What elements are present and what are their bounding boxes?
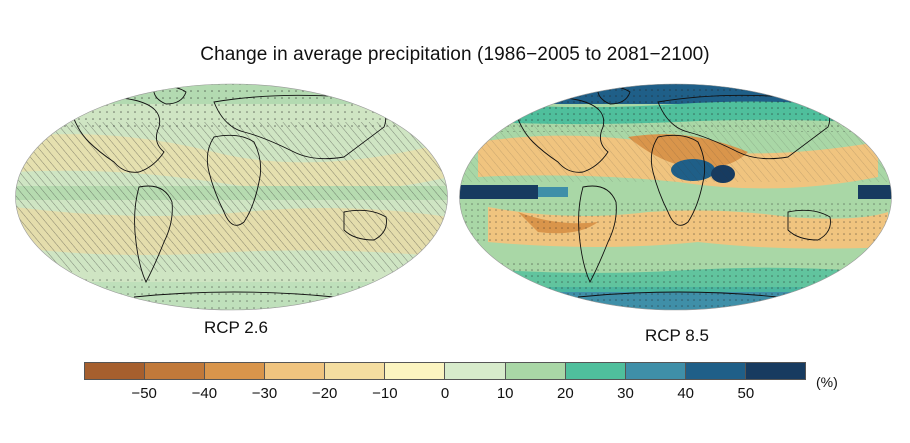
scenario-label-rcp85: RCP 8.5 xyxy=(645,326,709,345)
colorbar-swatch xyxy=(625,363,686,379)
colorbar-unit: (%) xyxy=(816,374,838,390)
colorbar-swatch xyxy=(385,363,446,379)
map-rcp26 xyxy=(14,82,449,312)
colorbar-swatch xyxy=(145,363,206,379)
colorbar-swatch xyxy=(685,363,746,379)
colorbar-tick-label: −10 xyxy=(372,385,398,402)
colorbar-tick-label: 10 xyxy=(496,385,514,402)
map-rcp85-svg xyxy=(459,83,892,311)
colorbar-tick-label: 40 xyxy=(677,385,694,402)
colorbar xyxy=(84,362,806,380)
map-rcp26-svg xyxy=(15,83,448,311)
colorbar-swatch xyxy=(565,363,626,379)
colorbar-swatch xyxy=(505,363,566,379)
figure-title: Change in average precipitation (1986−20… xyxy=(200,44,710,65)
colorbar-swatch xyxy=(745,363,805,379)
scenario-label-rcp26: RCP 2.6 xyxy=(204,318,268,337)
colorbar-swatch xyxy=(205,363,266,379)
colorbar-swatch xyxy=(325,363,386,379)
colorbar-tick-label: 0 xyxy=(440,385,450,402)
colorbar-tick-label: −20 xyxy=(311,385,338,402)
colorbar-swatch xyxy=(265,363,326,379)
colorbar-tick-label: 30 xyxy=(617,385,634,402)
colorbar-tick-label: −50 xyxy=(131,385,157,402)
colorbar-tick-label: −40 xyxy=(191,385,218,402)
map-rcp85 xyxy=(458,82,893,312)
colorbar-tick-label: 20 xyxy=(556,385,574,402)
colorbar-swatch xyxy=(445,363,506,379)
colorbar-swatch xyxy=(85,363,146,379)
colorbar-tick-label: −30 xyxy=(251,385,278,402)
colorbar-tick-label: 50 xyxy=(737,385,755,402)
